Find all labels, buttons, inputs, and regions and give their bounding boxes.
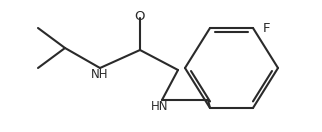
- Text: NH: NH: [91, 67, 109, 81]
- Text: F: F: [263, 22, 271, 34]
- Text: O: O: [135, 11, 145, 23]
- Text: HN: HN: [151, 100, 169, 112]
